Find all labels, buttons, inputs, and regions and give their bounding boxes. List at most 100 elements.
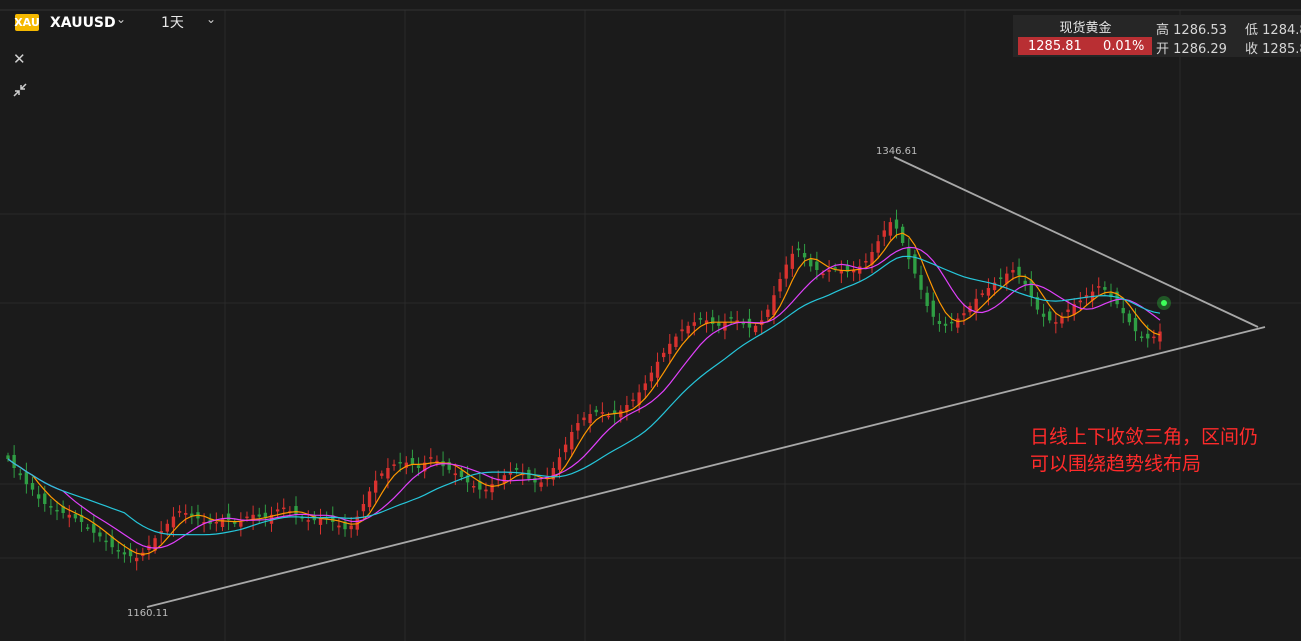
candle-body [275, 509, 280, 512]
candle-body [827, 270, 831, 272]
candle-body [692, 322, 696, 326]
candle-body [533, 478, 537, 483]
candle-body [717, 322, 721, 326]
close-icon[interactable]: ✕ [13, 50, 26, 68]
candle-body [300, 517, 304, 519]
candle-body [1005, 273, 1009, 284]
candle-body [1054, 322, 1058, 324]
candle-body [1127, 313, 1132, 323]
candle-body [349, 525, 353, 530]
candle-body [429, 457, 433, 459]
candle-body [888, 222, 893, 236]
candle-body [410, 458, 415, 465]
candle-body [809, 258, 813, 267]
candle-body [1152, 336, 1156, 339]
triangle-trendlines[interactable] [146, 156, 1266, 608]
period-selector[interactable]: 1天 [161, 15, 184, 31]
candle-body [128, 549, 133, 557]
candle-body [202, 522, 206, 524]
candle-body [668, 343, 672, 354]
candle-body [104, 540, 108, 543]
analysis-annotation: 日线上下收敛三角，区间仍 可以围绕趋势线布局 [1030, 424, 1300, 478]
high-label: 高 [1156, 23, 1170, 38]
resistance-trendline [893, 156, 1259, 328]
chart-grid [0, 9, 1301, 641]
candle-body [937, 320, 942, 324]
candle-body [55, 509, 59, 512]
candle-body [36, 494, 41, 499]
last-price: 1285.81 [1028, 38, 1082, 54]
symbol-selector[interactable]: XAUUSD [50, 15, 116, 31]
candle-body [539, 482, 543, 487]
collapse-icon[interactable] [12, 82, 28, 98]
close-value: 1285.8 [1262, 42, 1301, 57]
candle-body [698, 318, 703, 320]
candle-body [1078, 300, 1083, 303]
candle-body [931, 300, 935, 317]
open-value: 1286.29 [1173, 42, 1227, 57]
candle-body [251, 514, 255, 521]
candle-body [570, 432, 574, 450]
candle-body [478, 481, 482, 490]
close-stat: 收 1285.8 [1245, 38, 1301, 57]
candle-body [30, 482, 35, 490]
chevron-down-icon[interactable]: ⌄ [206, 12, 217, 26]
candle-body [514, 467, 519, 470]
candle-body [1097, 286, 1101, 288]
candle-body [1103, 287, 1107, 290]
candle-body [190, 513, 194, 517]
candle-body [43, 493, 47, 504]
candle-body [245, 516, 249, 519]
candle-body [337, 525, 341, 528]
candlestick-series [6, 209, 1162, 571]
low-value: 1284.8 [1262, 23, 1301, 38]
candle-body [649, 372, 654, 382]
candle-body [833, 267, 837, 269]
candle-body [98, 532, 102, 537]
candle-body [576, 423, 580, 431]
candle-body [557, 457, 562, 470]
candle-body [416, 465, 421, 468]
candle-body [233, 521, 237, 524]
candle-body [49, 506, 53, 508]
symbol-badge: XAU [14, 14, 40, 31]
candle-body [361, 504, 366, 512]
candle-body [184, 513, 188, 515]
candle-body [306, 520, 310, 522]
candle-body [116, 550, 120, 552]
candle-body [778, 279, 782, 292]
candle-body [674, 336, 678, 347]
candle-body [999, 277, 1003, 279]
candle-body [398, 462, 402, 464]
candle-body [612, 410, 617, 414]
candle-body [1158, 331, 1162, 342]
candle-body [220, 518, 225, 527]
candle-body [508, 471, 513, 475]
candle-body [367, 491, 372, 508]
chevron-down-icon[interactable]: ⌄ [116, 12, 127, 26]
candle-body [1023, 280, 1027, 285]
candle-body [551, 468, 556, 480]
candle-body [821, 273, 825, 276]
candle-body [165, 523, 169, 532]
candle-body [735, 320, 739, 322]
candle-body [711, 317, 715, 324]
candle-body [294, 506, 298, 515]
candle-body [815, 261, 819, 270]
candle-body [729, 317, 733, 319]
candle-body [159, 531, 163, 534]
change-percent: 0.01% [1103, 38, 1145, 54]
annotation-line-2: 可以围绕趋势线布局 [1030, 453, 1202, 475]
candle-body [992, 282, 997, 291]
candle-body [913, 254, 917, 274]
candle-body [925, 292, 929, 306]
candle-body [582, 417, 586, 421]
open-stat: 开 1286.29 [1156, 38, 1227, 57]
candle-body [257, 514, 261, 517]
candle-body [24, 472, 29, 485]
candle-body [851, 270, 856, 273]
candle-body [177, 511, 182, 513]
candle-body [594, 409, 598, 413]
candle-body [135, 557, 139, 562]
